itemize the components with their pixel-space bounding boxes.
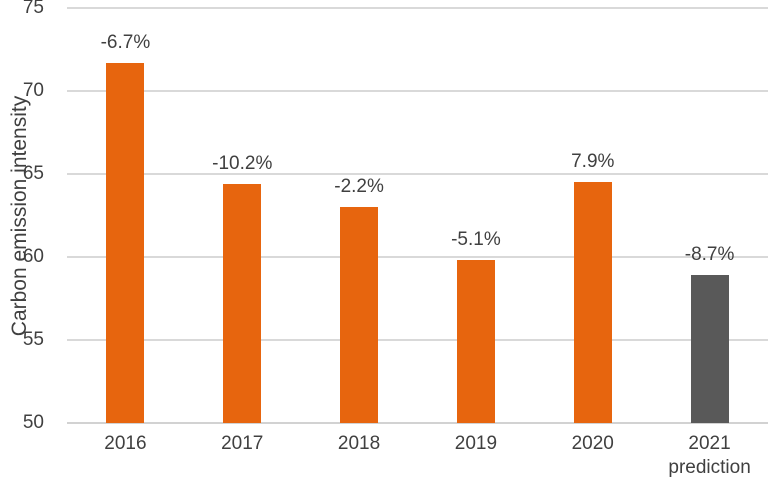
x-axis-category-label: 2016 xyxy=(104,433,147,454)
x-axis-line xyxy=(67,422,768,424)
gridline xyxy=(67,7,768,9)
bar-2019 xyxy=(456,260,495,423)
bar-2017 xyxy=(223,183,262,423)
y-axis-tick-label: 55 xyxy=(22,329,44,350)
x-axis-category-label: 2018 xyxy=(337,433,381,454)
bar-value-label: -10.2% xyxy=(212,152,273,174)
bar-value-label: -2.2% xyxy=(334,176,384,198)
gridline xyxy=(67,90,768,92)
gridline xyxy=(67,173,768,175)
y-axis-tick-label: 50 xyxy=(22,412,44,433)
bar-value-label: -5.1% xyxy=(451,229,501,251)
x-axis-category-label: 2021 prediction xyxy=(668,433,751,478)
bar-2016 xyxy=(106,62,145,423)
x-axis-category-label: 2019 xyxy=(454,433,498,454)
gridline xyxy=(67,339,768,341)
plot-area: -6.7% -10.2% -2.2% -5.1% 7.9% -8.7% xyxy=(67,7,768,424)
y-axis-tick-label: 75 xyxy=(22,0,44,18)
y-axis-tick-label: 65 xyxy=(22,163,44,184)
bar-value-label: 7.9% xyxy=(571,151,615,173)
y-axis-tick-label: 60 xyxy=(22,246,44,267)
y-axis-title: Carbon emission intensity xyxy=(8,95,31,337)
bar-value-label: -6.7% xyxy=(100,31,151,53)
bar-2021 xyxy=(690,275,729,423)
bar-value-label: -8.7% xyxy=(684,244,735,266)
bar-2020 xyxy=(573,182,612,423)
gridline xyxy=(67,256,768,258)
x-axis-category-label: 2020 xyxy=(571,433,614,454)
bar-2018 xyxy=(340,207,379,423)
x-axis-category-label: 2017 xyxy=(221,433,264,454)
y-axis-tick-label: 70 xyxy=(22,80,44,101)
